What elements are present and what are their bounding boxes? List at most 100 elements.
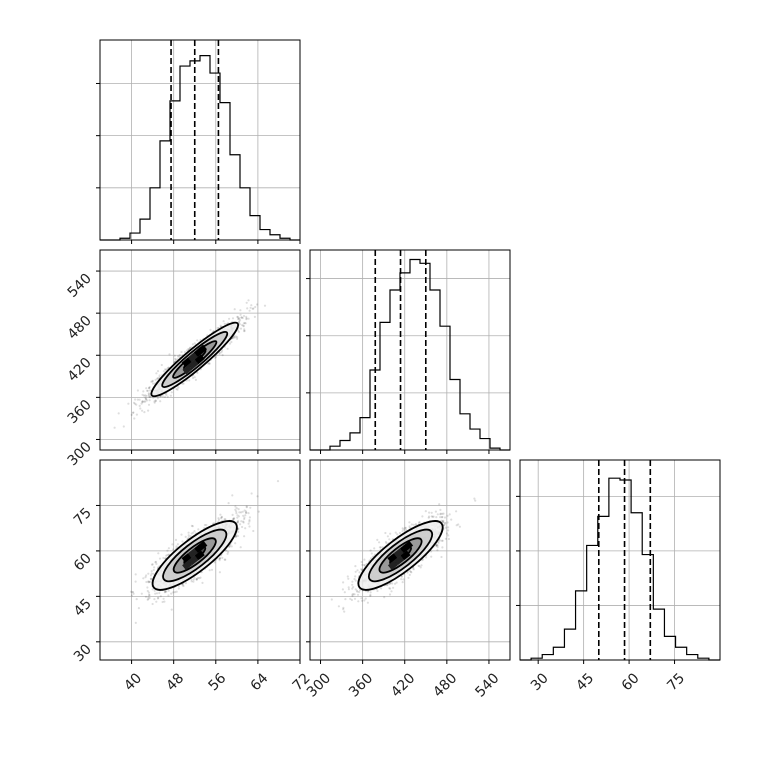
scatter-point [237, 317, 240, 320]
density-cell [187, 548, 198, 558]
histogram-bar [631, 513, 642, 660]
y-tick-label: 300 [65, 439, 95, 469]
scatter-point [241, 324, 244, 327]
scatter-point [175, 590, 178, 593]
scatter-point [455, 510, 458, 513]
scatter-point [252, 307, 255, 310]
scatter-point [158, 591, 161, 595]
scatter-point [146, 389, 149, 392]
scatter-point [144, 394, 147, 397]
scatter-point [256, 303, 259, 306]
scatter-point [218, 559, 221, 562]
scatter-point [237, 508, 240, 511]
scatter-point [394, 531, 397, 534]
scatter-point [148, 580, 151, 584]
y-axis [516, 495, 520, 606]
scatter-point [176, 355, 180, 358]
scatter-point [223, 558, 226, 561]
scatter-point [474, 499, 477, 502]
scatter-point [439, 513, 442, 516]
scatter-point [218, 352, 221, 355]
scatter-point [147, 394, 150, 397]
x-axis: 40 48 56 64 72 [121, 660, 314, 694]
scatter-point [139, 407, 142, 410]
scatter-point [158, 376, 161, 379]
scatter-point [419, 566, 422, 569]
scatter-point [149, 389, 152, 392]
scatter-point [153, 589, 156, 592]
scatter-point [240, 316, 243, 319]
scatter-point [149, 577, 152, 580]
scatter-point [347, 586, 350, 589]
scatter-point [150, 572, 153, 575]
scatter-point [450, 518, 453, 521]
histogram-bar [220, 103, 230, 240]
scatter-point [141, 401, 144, 404]
scatter-point [220, 517, 223, 520]
scatter-point [228, 545, 231, 548]
scatter-point [369, 593, 372, 597]
scatter-point [193, 376, 196, 379]
scatter-point [153, 400, 156, 403]
scatter-point [388, 538, 391, 541]
scatter-point [163, 591, 166, 594]
scatter-point [351, 587, 354, 590]
scatter-point [170, 592, 173, 595]
scatter-point [160, 363, 163, 367]
scatter-point [219, 324, 222, 327]
scatter-point [439, 508, 442, 511]
scatter-point [225, 549, 228, 552]
scatter-point [130, 413, 133, 416]
x-axis [131, 450, 301, 454]
scatter-point [147, 591, 150, 594]
scatter-point [408, 526, 411, 529]
scatter-point [441, 512, 444, 516]
scatter-point [228, 342, 232, 345]
scatter-point [145, 394, 148, 398]
scatter-point [428, 511, 431, 514]
scatter-point [145, 387, 148, 390]
histogram-bar [180, 66, 190, 240]
scatter-point [237, 519, 240, 523]
scatter-point [148, 580, 151, 583]
scatter-point [242, 324, 245, 327]
scatter-point [435, 516, 438, 519]
axes-frame [309, 249, 511, 451]
scatter-point [244, 510, 247, 513]
scatter-point [366, 601, 369, 604]
scatter-point [151, 602, 154, 606]
scatter-point [418, 521, 421, 524]
histogram-bar [576, 591, 587, 660]
x-tick-label: 48 [163, 670, 187, 694]
scatter-point [142, 577, 145, 580]
scatter-point [194, 378, 197, 381]
scatter-point [247, 317, 250, 320]
scatter-point [235, 335, 238, 338]
scatter-point [150, 570, 153, 573]
scatter-point [238, 511, 241, 514]
scatter-point [239, 511, 243, 514]
scatter-point [243, 509, 246, 512]
scatter-point [248, 519, 251, 522]
scatter-point [183, 351, 187, 354]
x-tick-label: 75 [664, 670, 688, 694]
histogram-bar [340, 440, 350, 450]
scatter-point [175, 387, 178, 391]
axes-frame [99, 249, 301, 451]
scatter-point [233, 517, 236, 520]
scatter-point [187, 536, 190, 539]
scatter-point [241, 316, 244, 320]
scatter-point [135, 403, 138, 406]
scatter-point [146, 389, 149, 392]
x-tick-label: 40 [121, 670, 145, 694]
scatter-point [141, 409, 144, 412]
scatter-point [176, 543, 179, 546]
histogram-bar [330, 446, 340, 450]
scatter-point [223, 518, 226, 521]
scatter-point [188, 379, 191, 382]
scatter-point [235, 507, 238, 510]
scatter-point [195, 577, 198, 581]
scatter-point [163, 600, 166, 603]
scatter-point [236, 315, 239, 318]
scatter-point [385, 584, 389, 587]
